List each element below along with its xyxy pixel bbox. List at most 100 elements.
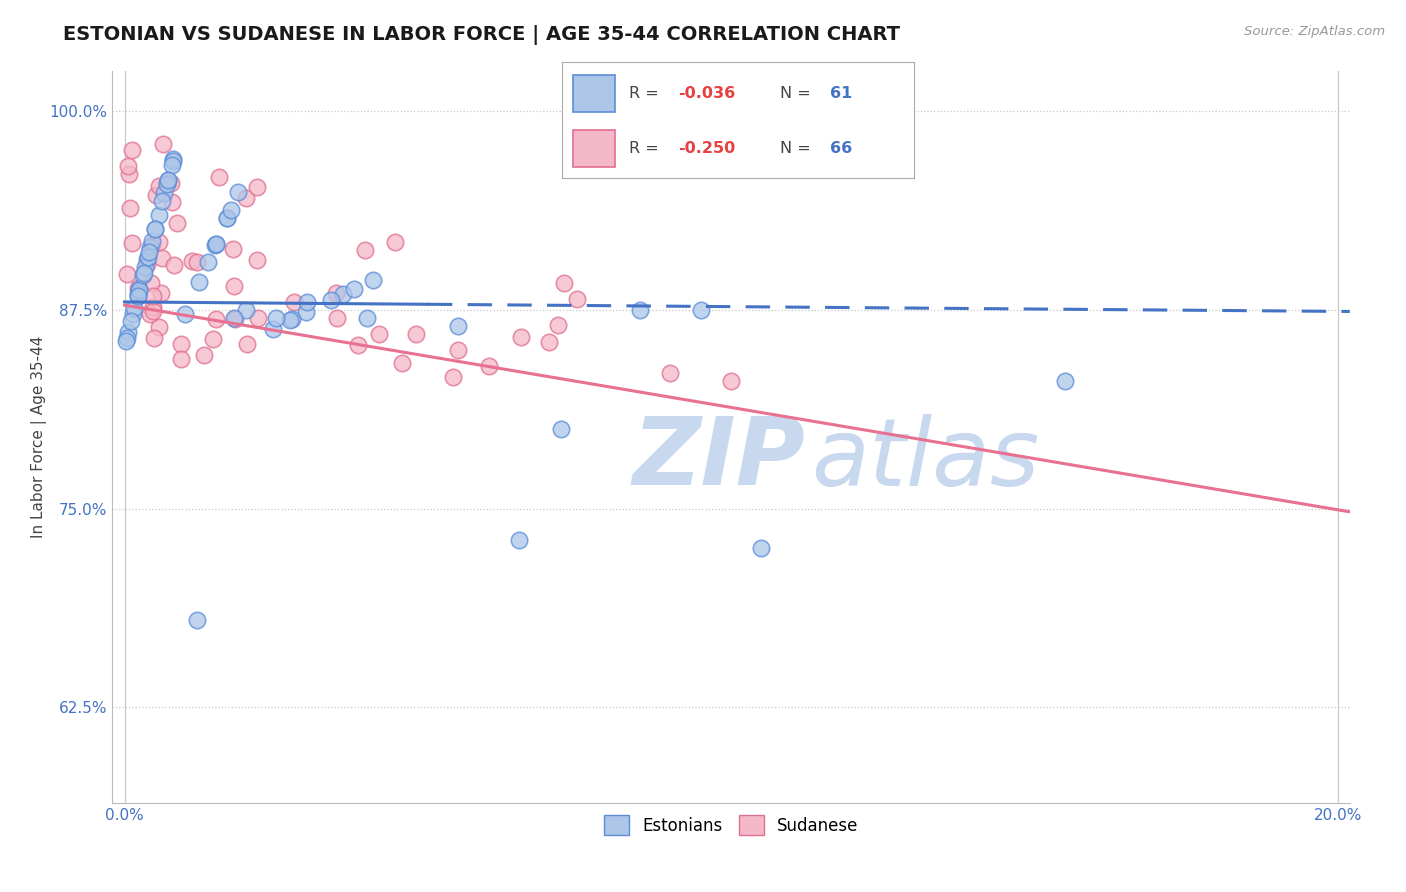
Point [326, 310, 349, 325]
Point [115, 267, 138, 281]
Point [319, 293, 342, 308]
Point [122, 307, 145, 321]
Point [141, 234, 163, 248]
Text: ZIP: ZIP [633, 413, 806, 505]
Point [547, 318, 569, 333]
Point [217, 211, 239, 225]
Point [550, 422, 572, 436]
Text: atlas: atlas [811, 414, 1040, 505]
Point [346, 337, 368, 351]
Point [128, 283, 150, 297]
Point [127, 288, 149, 302]
Point [553, 277, 575, 291]
Point [160, 176, 183, 190]
Point [204, 238, 226, 252]
Point [115, 334, 138, 349]
Point [447, 343, 470, 357]
Point [127, 281, 149, 295]
Point [202, 332, 225, 346]
Point [120, 201, 142, 215]
Point [148, 179, 170, 194]
Point [127, 286, 149, 301]
Point [143, 221, 166, 235]
Point [281, 312, 304, 326]
Point [221, 242, 243, 256]
Point [628, 302, 651, 317]
Point [1053, 375, 1076, 389]
Point [283, 294, 305, 309]
Point [139, 306, 162, 320]
Text: 61: 61 [830, 87, 852, 102]
Point [325, 285, 347, 300]
Point [236, 337, 259, 351]
Point [120, 313, 142, 327]
Point [354, 243, 377, 257]
Point [384, 235, 406, 249]
Text: R =: R = [630, 87, 664, 102]
Point [228, 185, 250, 199]
Point [508, 533, 530, 548]
Point [163, 258, 186, 272]
Point [720, 375, 742, 389]
Point [222, 310, 245, 325]
Point [155, 177, 177, 191]
Text: 66: 66 [830, 141, 852, 156]
Point [134, 260, 156, 274]
Point [405, 326, 427, 341]
Point [361, 273, 384, 287]
Point [156, 173, 179, 187]
Point [235, 302, 257, 317]
Point [170, 337, 193, 351]
Point [188, 275, 211, 289]
Point [117, 325, 139, 339]
Point [222, 279, 245, 293]
Point [205, 236, 228, 251]
Point [136, 252, 159, 266]
Point [115, 331, 138, 345]
Point [162, 154, 184, 169]
Point [246, 252, 269, 267]
Point [148, 235, 170, 249]
Point [121, 143, 143, 157]
Y-axis label: In Labor Force | Age 35-44: In Labor Force | Age 35-44 [31, 336, 46, 538]
Text: ESTONIAN VS SUDANESE IN LABOR FORCE | AGE 35-44 CORRELATION CHART: ESTONIAN VS SUDANESE IN LABOR FORCE | AG… [63, 25, 900, 45]
Point [117, 159, 139, 173]
Point [170, 352, 193, 367]
Point [510, 329, 533, 343]
Point [142, 289, 165, 303]
Point [148, 320, 170, 334]
Point [391, 356, 413, 370]
FancyBboxPatch shape [574, 75, 616, 112]
Point [447, 318, 470, 333]
Point [118, 167, 141, 181]
Point [141, 238, 163, 252]
Point [127, 288, 149, 302]
Point [262, 321, 284, 335]
Point [193, 349, 215, 363]
Point [124, 301, 146, 316]
Point [121, 236, 143, 251]
Point [174, 307, 197, 321]
Point [186, 613, 208, 627]
FancyBboxPatch shape [574, 129, 616, 167]
Point [156, 177, 179, 191]
Point [143, 331, 166, 345]
Point [295, 294, 318, 309]
Point [150, 251, 173, 265]
Point [208, 169, 231, 184]
Point [138, 244, 160, 259]
Point [567, 292, 589, 306]
Point [659, 367, 682, 381]
Point [145, 188, 167, 202]
Point [751, 541, 773, 556]
Text: N =: N = [780, 87, 817, 102]
Point [160, 195, 183, 210]
Point [143, 222, 166, 236]
Point [538, 334, 561, 349]
Text: R =: R = [630, 141, 664, 156]
Point [246, 179, 269, 194]
Text: Source: ZipAtlas.com: Source: ZipAtlas.com [1244, 25, 1385, 38]
Point [247, 310, 270, 325]
Point [342, 282, 364, 296]
Point [136, 250, 159, 264]
